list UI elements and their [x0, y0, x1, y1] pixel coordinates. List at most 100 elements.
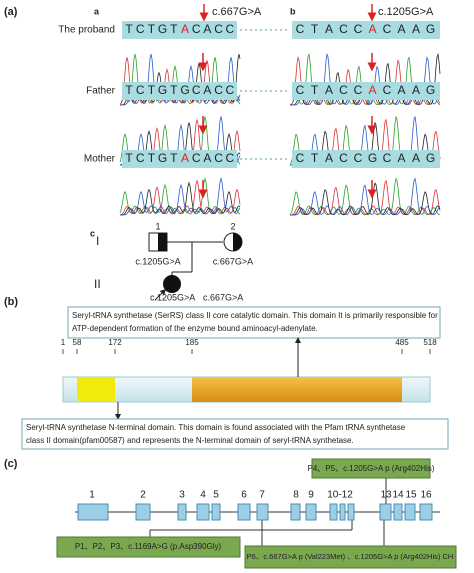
exon [290, 503, 301, 521]
sub-label: c [90, 228, 95, 238]
sub-label: b [290, 6, 296, 16]
trace [290, 182, 441, 216]
generation: II [94, 277, 101, 291]
sequence-box [292, 21, 440, 39]
base: C [214, 83, 223, 97]
base: T [311, 83, 319, 97]
exon [211, 503, 221, 521]
base: T [148, 151, 156, 165]
base: A [181, 22, 189, 36]
note-line: Seryl-tRNA synthetase N-terminal domain.… [26, 423, 406, 432]
base: G [158, 151, 167, 165]
note-box [67, 306, 441, 339]
base: A [368, 83, 376, 97]
base: C [192, 83, 201, 97]
base: C [296, 22, 305, 36]
exon-label: 5 [213, 490, 219, 501]
mutation-label: c.667G>A [212, 6, 262, 18]
exon [347, 503, 355, 521]
panel-label: (a) [4, 6, 18, 18]
trace [289, 179, 441, 216]
variant-text: P6、c.667G>A p (Val223Met) 、c.1205G>A p (… [247, 552, 454, 561]
exon-label: 15 [405, 490, 417, 501]
exon [404, 503, 416, 521]
base: A [412, 151, 420, 165]
base: G [426, 151, 435, 165]
exon [177, 503, 187, 521]
variant-box [311, 458, 431, 479]
exon-label: 9 [308, 490, 314, 501]
sequence-box [122, 82, 237, 100]
base: G [426, 22, 435, 36]
base: T [170, 22, 178, 36]
base: C [354, 83, 363, 97]
base: A [397, 151, 405, 165]
base: C [339, 83, 348, 97]
base: C [214, 22, 223, 36]
base: C [354, 151, 363, 165]
father-carrier [158, 233, 167, 251]
base: C [192, 151, 201, 165]
sequence-box [292, 82, 440, 100]
base: G [158, 22, 167, 36]
exon [329, 503, 338, 521]
exon [379, 503, 392, 521]
position: 58 [73, 338, 82, 347]
position: 172 [108, 338, 122, 347]
exon-label: 16 [420, 490, 432, 501]
base: A [397, 83, 405, 97]
exon [393, 503, 403, 521]
base: T [125, 22, 133, 36]
exon [135, 503, 151, 521]
base: A [203, 151, 211, 165]
note-line: Seryl-tRNA synthetase (SerRS) class II c… [72, 311, 438, 320]
variant-text: P4、P5、c.1205G>A p (Arg402His) [308, 464, 435, 473]
exon-label: 6 [241, 490, 247, 501]
exon-label: 1 [89, 490, 95, 501]
position: 485 [395, 338, 409, 347]
exon [256, 503, 269, 521]
base: C [339, 151, 348, 165]
row-label: Mother [84, 154, 116, 165]
mutation-label: c.1205G>A [378, 6, 434, 18]
exon-label: 8 [293, 490, 299, 501]
exon-label: 13 [380, 490, 392, 501]
base: T [311, 151, 319, 165]
variant-box [56, 536, 241, 558]
base: C [383, 22, 392, 36]
variant: c.1205G>A [150, 292, 195, 302]
exon-label: 3 [179, 490, 185, 501]
exon [237, 503, 251, 521]
sequence-box [292, 150, 440, 168]
panel-b: (b) Seryl-tRNA synthetase (SerRS) class … [4, 296, 449, 450]
n-terminal-domain [77, 377, 115, 402]
trace [120, 181, 241, 216]
base: C [136, 83, 145, 97]
base: C [354, 22, 363, 36]
proband [163, 275, 181, 293]
base: G [426, 83, 435, 97]
base: C [136, 22, 145, 36]
catalytic-domain [192, 377, 402, 402]
position: 185 [185, 338, 199, 347]
variant: c.667G>A [203, 292, 243, 302]
base: C [192, 22, 201, 36]
base: C [136, 151, 145, 165]
exon-label: 7 [259, 490, 265, 501]
note-box [21, 418, 449, 450]
base: A [325, 83, 333, 97]
exon-label: 14 [392, 490, 404, 501]
exon-label: 4 [200, 490, 206, 501]
base: G [180, 83, 189, 97]
position: 518 [423, 338, 437, 347]
base: T [148, 83, 156, 97]
panel-c: (c) P4、P5、c.1205G>A p (Arg402His) P1、P2、… [4, 458, 457, 569]
base: T [148, 22, 156, 36]
sequence-box [122, 21, 237, 39]
exon [339, 503, 346, 521]
sequence-box [122, 150, 237, 168]
variant-text: P1、P2、P3、c.1169A>G (p.Asp390Gly) [75, 542, 222, 551]
base: A [203, 22, 211, 36]
trace [119, 179, 241, 216]
